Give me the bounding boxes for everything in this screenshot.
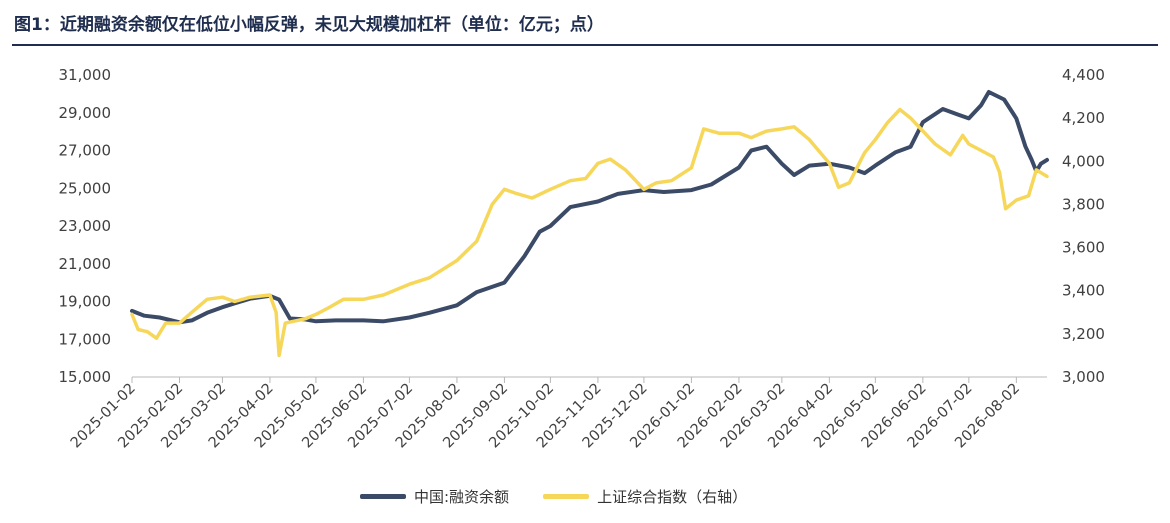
legend-swatch-margin <box>360 494 406 499</box>
y-left-tick-label: 17,000 <box>59 330 112 348</box>
y-right-tick-label: 4,400 <box>1062 66 1105 84</box>
y-right-tick-label: 4,000 <box>1062 152 1105 170</box>
y-left-tick-label: 21,000 <box>59 255 112 273</box>
legend-item-margin: 中国:融资余额 <box>360 486 509 507</box>
series-line-margin <box>130 90 1049 325</box>
legend-label-index: 上证综合指数（右轴） <box>597 488 748 506</box>
legend-swatch-index <box>543 494 590 499</box>
line-chart: 15,000 17,000 19,000 21,000 23,000 25,000 27,0… <box>59 66 1105 451</box>
y-right-tick-label: 3,800 <box>1062 195 1105 213</box>
y-left-tick-label: 25,000 <box>59 179 112 197</box>
legend-label-margin: 中国:融资余额 <box>414 488 510 506</box>
series-line-index <box>130 107 1049 358</box>
legend-item-index: 上证综合指数（右轴） <box>543 486 747 507</box>
y-left-tick-label: 15,000 <box>59 368 112 386</box>
y-left-tick-label: 31,000 <box>59 66 112 84</box>
y-right-tick-label: 3,600 <box>1062 239 1105 257</box>
y-left-tick-label: 29,000 <box>59 104 112 122</box>
y-right-tick-label: 3,400 <box>1062 282 1105 300</box>
y-right-tick-label: 3,200 <box>1062 325 1105 343</box>
y-right-tick-label: 3,000 <box>1062 368 1105 386</box>
y-left-tick-label: 23,000 <box>59 217 112 235</box>
y-left-tick-label: 27,000 <box>59 142 112 160</box>
y-right-tick-label: 4,200 <box>1062 109 1105 127</box>
figure-title: 图1：近期融资余额仅在低位小幅反弹，未见大规模加杠杆（单位：亿元；点） <box>14 15 604 35</box>
y-left-tick-label: 19,000 <box>59 293 112 311</box>
title-rule <box>12 44 1158 46</box>
legend: 中国:融资余额 上证综合指数（右轴） <box>360 486 781 507</box>
